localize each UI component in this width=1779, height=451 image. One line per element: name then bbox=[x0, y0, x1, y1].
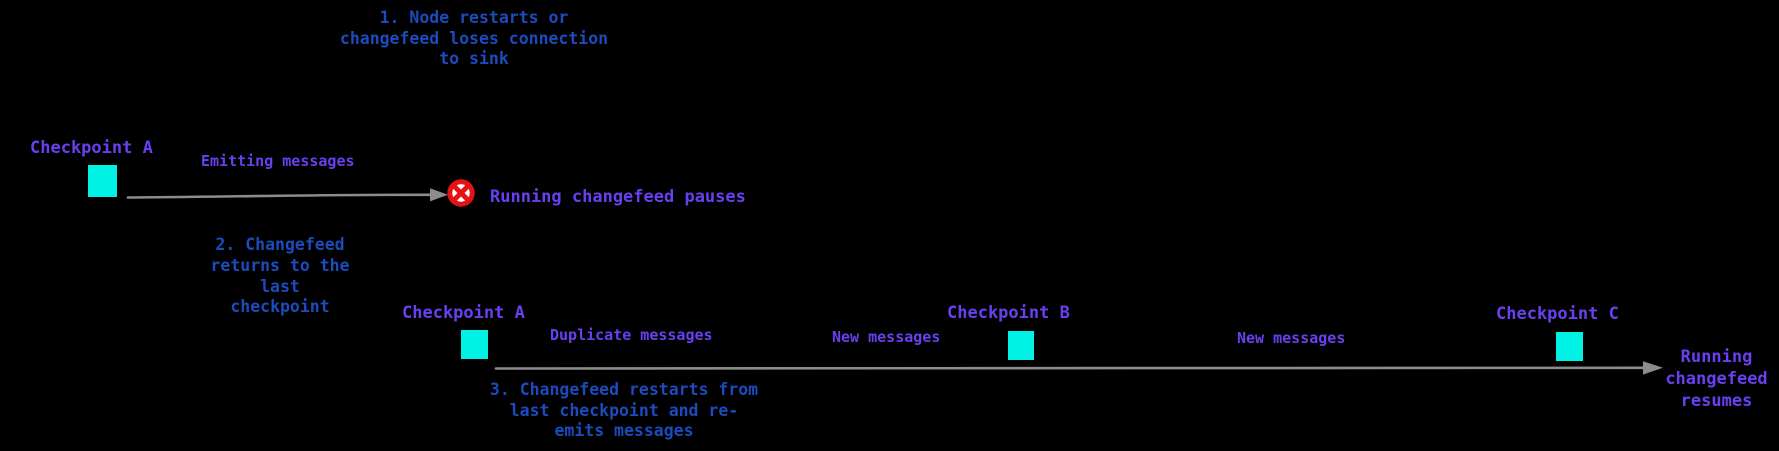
step2-line-1: 2. Changefeed bbox=[215, 235, 345, 254]
checkpoint-a1-marker bbox=[88, 165, 117, 197]
timeline2-checkpoint-b-label: Checkpoint B bbox=[947, 303, 1070, 323]
timeline2-line bbox=[494, 366, 1647, 370]
checkpoint-b-marker bbox=[1008, 331, 1034, 360]
step3-line-3: emits messages bbox=[554, 421, 694, 440]
checkpoint-a2-marker bbox=[461, 330, 488, 359]
resumes-line-3: resumes bbox=[1680, 391, 1753, 411]
new-messages-2-label: New messages bbox=[1237, 329, 1346, 347]
step2-line-2: returns to the bbox=[210, 255, 350, 275]
resumes-line-1: Running bbox=[1680, 347, 1753, 367]
timeline1-line bbox=[126, 193, 433, 199]
timeline2-checkpoint-c-label: Checkpoint C bbox=[1496, 304, 1619, 324]
timeline1-arrowhead-icon bbox=[430, 188, 448, 202]
error-cross-icon bbox=[447, 179, 475, 207]
step3-annotation: 3. Changefeed restarts from last checkpo… bbox=[424, 380, 824, 442]
step2-annotation: 2. Changefeed returns to the last checkp… bbox=[130, 235, 430, 318]
running-changefeed-pauses-label: Running changefeed pauses bbox=[490, 187, 746, 207]
step2-line-4: checkpoint bbox=[230, 297, 330, 317]
timeline2-arrowhead-icon bbox=[1643, 361, 1663, 375]
step3-line-1: 3. Changefeed restarts from bbox=[489, 380, 759, 399]
resumes-line-2: changefeed bbox=[1665, 369, 1768, 389]
timeline1-checkpoint-a-label: Checkpoint A bbox=[30, 138, 153, 158]
duplicate-messages-label: Duplicate messages bbox=[550, 326, 713, 344]
checkpoint-c-marker bbox=[1556, 332, 1583, 361]
emitting-messages-label: Emitting messages bbox=[201, 152, 355, 170]
new-messages-1-label: New messages bbox=[832, 328, 941, 346]
timeline2-checkpoint-a-label: Checkpoint A bbox=[402, 303, 525, 323]
timeline2-arrow bbox=[494, 361, 1663, 375]
step1-line-1: 1. Node restarts or bbox=[379, 8, 569, 27]
timeline1-arrow bbox=[126, 188, 448, 202]
step1-annotation: 1. Node restarts or changefeed loses con… bbox=[274, 8, 674, 70]
step2-line-3: last bbox=[260, 276, 300, 296]
step1-line-2: changefeed loses connection bbox=[339, 28, 609, 48]
running-changefeed-resumes-label: Running changefeed resumes bbox=[1639, 346, 1779, 412]
error-x-stroke-2 bbox=[451, 183, 471, 203]
step1-line-3: to sink bbox=[439, 49, 509, 68]
step3-line-2: last checkpoint and re- bbox=[509, 400, 739, 420]
